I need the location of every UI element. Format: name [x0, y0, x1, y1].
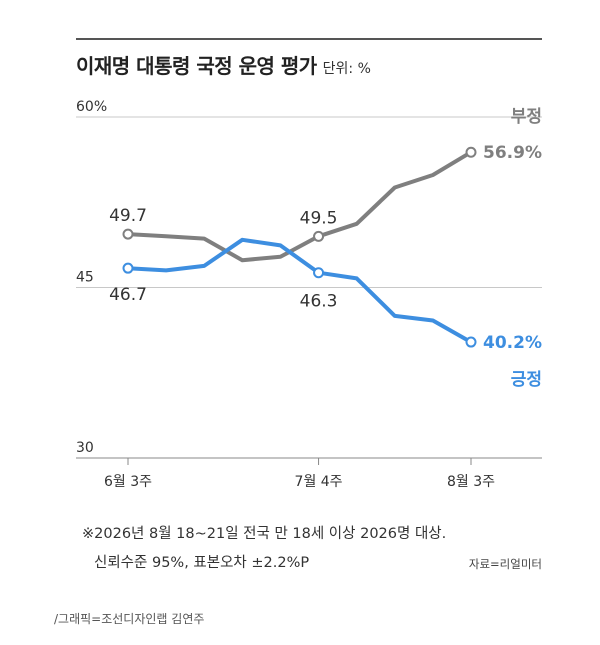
point-negative [465, 146, 477, 158]
x-tick-label: 8월 3주 [447, 474, 495, 490]
data-label: 49.7 [109, 206, 147, 226]
series-line-negative [126, 150, 473, 263]
chart-title: 이재명 대통령 국정 운영 평가 [76, 54, 317, 78]
series-name-negative: 부정 [511, 107, 542, 127]
y-tick-label: 45 [76, 270, 94, 286]
point-positive [313, 267, 325, 279]
data-label: 46.3 [300, 292, 338, 312]
point-positive [465, 336, 477, 348]
graphic-credit: /그래픽=조선디자인랩 김연주 [54, 612, 205, 626]
data-label-end: 40.2% [483, 333, 542, 353]
x-tick-label: 7월 4주 [295, 474, 343, 490]
data-label-end: 56.9% [483, 143, 542, 163]
unit-label: 단위: % [322, 61, 371, 77]
point-negative [122, 228, 134, 240]
series-line-positive [126, 237, 473, 345]
y-tick-label: 60% [76, 99, 107, 115]
point-positive [122, 262, 134, 274]
y-tick-label: 30 [76, 440, 94, 456]
data-label: 49.5 [300, 208, 338, 228]
title-row: 이재명 대통령 국정 운영 평가 단위: % [76, 50, 371, 79]
top-rule [76, 38, 542, 40]
point-negative [313, 230, 325, 242]
series-name-positive: 긍정 [511, 370, 542, 390]
footnote-survey: ※2026년 8월 18~21일 전국 만 18세 이상 2026명 대상. [82, 526, 447, 542]
source-label: 자료=리얼미터 [468, 557, 542, 571]
footnote-margin: 신뢰수준 95%, 표본오차 ±2.2%P [94, 555, 310, 571]
data-label: 46.7 [109, 285, 147, 305]
x-tick-label: 6월 3주 [104, 474, 152, 490]
